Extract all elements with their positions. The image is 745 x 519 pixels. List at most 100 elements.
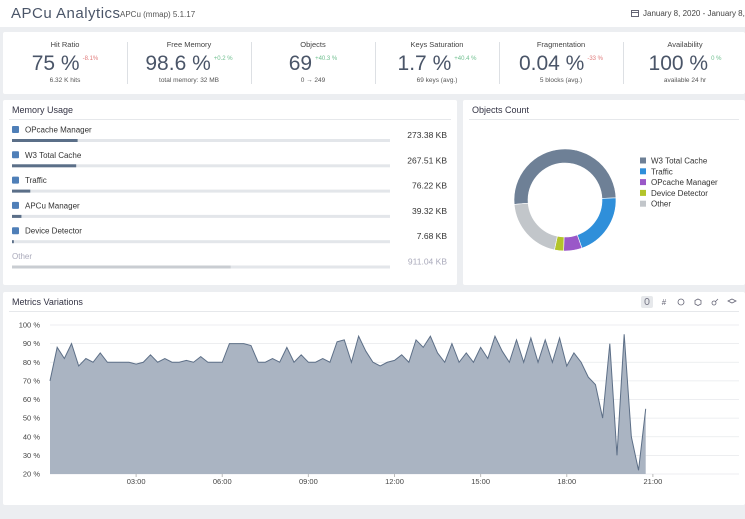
row-label: Other xyxy=(12,252,32,261)
stat-change: -33 % xyxy=(587,56,604,62)
row-label: W3 Total Cache xyxy=(25,151,82,160)
toolbar-button[interactable] xyxy=(641,296,653,308)
date-range[interactable]: January 8, 2020 - January 8, 20 xyxy=(643,9,745,18)
y-tick-label: 70 % xyxy=(23,376,40,385)
memory-usage-panel: Memory Usage OPcache Manager 273.38 KB W3 … xyxy=(3,100,457,285)
stat-change: +0.2 % xyxy=(213,56,233,62)
stat-number: 0.04 % xyxy=(518,52,585,75)
divider xyxy=(469,119,739,120)
stat-card: Objects 69 +40.3 % 0 → 249 xyxy=(251,32,375,94)
toolbar-icon[interactable]: # xyxy=(662,298,667,307)
stat-number: 100 % xyxy=(648,52,709,75)
stat-label: Availability xyxy=(667,40,703,49)
x-tick-label: 18:00 xyxy=(557,477,576,486)
divider xyxy=(9,311,739,312)
legend-swatch xyxy=(640,189,646,196)
row-icon xyxy=(12,201,19,209)
header: APCu Analytics APCu (mmap) 5.1.17 Januar… xyxy=(0,0,745,27)
row-label: OPcache Manager xyxy=(25,126,92,135)
row-label: Traffic xyxy=(25,176,47,185)
stat-card: Fragmentation 0.04 % -33 % 5 blocks (avg.) xyxy=(499,32,623,94)
x-tick-label: 12:00 xyxy=(385,477,404,486)
metric-toolbar: # xyxy=(641,296,737,308)
y-tick-label: 50 % xyxy=(23,414,40,423)
y-tick-label: 40 % xyxy=(23,432,40,441)
stat-card: Free Memory 98.6 % +0.2 % total memory: 32 … xyxy=(127,32,251,94)
donut-segment xyxy=(513,202,558,251)
legend-swatch xyxy=(640,179,646,186)
stat-label: Fragmentation xyxy=(536,40,586,49)
stat-number: 75 % xyxy=(31,52,80,75)
stat-number: 98.6 % xyxy=(145,52,211,75)
legend-label: Other xyxy=(651,200,671,209)
bar xyxy=(12,139,78,142)
row-value: 911.04 KB xyxy=(408,257,447,267)
row-label: APCu Manager xyxy=(25,201,80,210)
panel-title: Metrics Variations xyxy=(12,297,83,307)
bar xyxy=(12,240,14,244)
legend-label: Traffic xyxy=(651,167,673,176)
row-icon xyxy=(12,227,19,235)
stat-value: 100 % 0 % xyxy=(623,52,745,76)
legend-swatch xyxy=(640,168,646,175)
row-value: 76.22 KB xyxy=(412,181,447,191)
calendar-icon xyxy=(631,10,639,17)
stat-card: Hit Ratio 75 % -8.1% 6.32 K hits xyxy=(3,32,127,94)
row-icon xyxy=(12,126,19,133)
objects-count-panel: Objects Count W3 Total Cache Traffic OPcac… xyxy=(463,100,745,285)
y-tick-label: 100 % xyxy=(19,321,41,330)
bar xyxy=(12,214,22,218)
stat-number: 1.7 % xyxy=(397,52,452,75)
toolbar-icon[interactable] xyxy=(677,298,685,306)
legend-label: W3 Total Cache xyxy=(651,157,708,166)
area-line xyxy=(49,334,647,471)
x-tick-label: 09:00 xyxy=(299,477,318,486)
bar xyxy=(12,265,231,269)
stat-card: Keys Saturation 1.7 % +40.4 % 69 keys (avg.… xyxy=(375,32,499,94)
separator xyxy=(127,42,128,84)
stat-detail: total memory: 32 MB xyxy=(159,77,219,84)
x-tick-label: 03:00 xyxy=(127,477,146,486)
stats-bar: Hit Ratio 75 % -8.1% 6.32 K hits Free Memory… xyxy=(3,32,745,94)
bar-track xyxy=(12,139,390,142)
separator xyxy=(499,42,500,84)
x-tick-label: 15:00 xyxy=(471,477,490,486)
metrics-chart: 20 % 30 % 40 % 50 % 60 % 70 % 80 % 90 % 100 % 03:… xyxy=(19,321,739,486)
stat-change: -8.1% xyxy=(82,56,99,62)
stat-label: Free Memory xyxy=(166,40,212,49)
stat-value: 1.7 % +40.4 % xyxy=(375,52,499,76)
area-fill xyxy=(50,334,646,474)
bar-track xyxy=(12,240,390,244)
stat-value: 69 +40.3 % xyxy=(251,52,375,76)
legend-swatch xyxy=(640,157,646,164)
y-tick-label: 20 % xyxy=(23,470,40,479)
stat-label: Keys Saturation xyxy=(410,40,464,49)
row-icon xyxy=(12,151,19,159)
y-tick-label: 60 % xyxy=(23,395,40,404)
stat-detail: 6.32 K hits xyxy=(49,77,81,84)
stat-number: 69 xyxy=(288,52,313,75)
x-tick-label: 21:00 xyxy=(643,477,662,486)
panel-title: Objects Count xyxy=(472,105,530,115)
row-value: 267.51 KB xyxy=(407,155,447,165)
toolbar-icon[interactable] xyxy=(711,300,717,306)
bar-track xyxy=(12,189,390,193)
toolbar-icon[interactable] xyxy=(694,298,702,306)
separator xyxy=(251,42,252,84)
stat-detail: 69 keys (avg.) xyxy=(416,77,458,84)
stat-value: 98.6 % +0.2 % xyxy=(127,52,251,76)
bar xyxy=(12,189,31,193)
app-subtitle: APCu (mmap) 5.1.17 xyxy=(120,10,196,19)
toolbar-icon[interactable] xyxy=(727,298,737,304)
separator xyxy=(375,42,376,84)
toolbar-icon[interactable] xyxy=(644,298,650,305)
toolbar-icon[interactable] xyxy=(715,298,719,302)
row-icon xyxy=(12,176,19,184)
stat-value: 0.04 % -33 % xyxy=(499,52,623,76)
stat-change: +40.3 % xyxy=(315,56,338,62)
stat-detail: 0 → 249 xyxy=(300,77,326,84)
y-tick-label: 80 % xyxy=(23,358,40,367)
row-label: Device Detector xyxy=(25,227,82,236)
row-value: 7.68 KB xyxy=(417,231,448,241)
